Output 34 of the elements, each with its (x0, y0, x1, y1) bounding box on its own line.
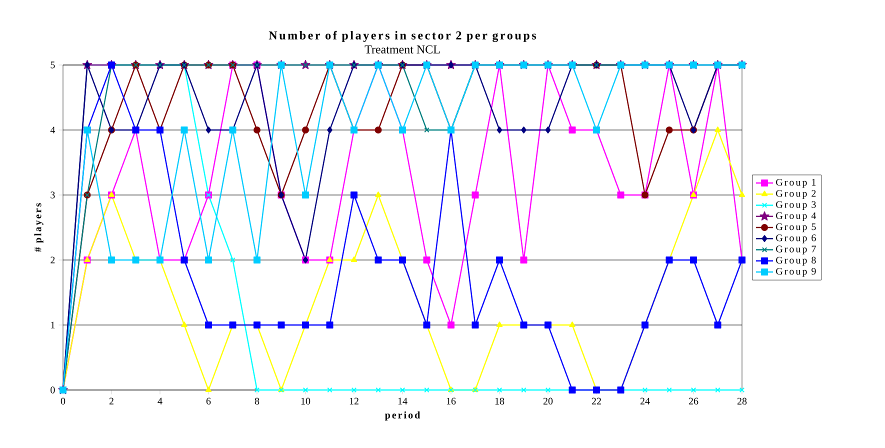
legend-label: Group 9 (776, 268, 816, 277)
legend-label: Group 6 (776, 234, 816, 244)
x-tick-label: 8 (254, 398, 260, 405)
legend-label: Group 4 (776, 212, 816, 222)
x-tick-label: 12 (350, 398, 358, 404)
x-tick-label: 0 (60, 398, 66, 405)
x-tick-label: 26 (688, 398, 698, 405)
y-tick-label: 4 (50, 126, 56, 134)
y-tick-label: 0 (50, 386, 55, 394)
x-tick-label: 22 (592, 398, 601, 404)
x-tick-label: 20 (543, 398, 553, 405)
chart-subtitle: Treatment NCL (364, 45, 440, 54)
x-tick-label: 6 (206, 398, 211, 405)
x-tick-label: 28 (737, 398, 747, 405)
y-tick-label: 3 (50, 192, 55, 198)
legend-label: Group 7 (776, 246, 816, 254)
x-tick-label: 24 (640, 398, 650, 404)
legend-label: Group 1 (776, 178, 816, 188)
legend-label: Group 8 (776, 256, 816, 266)
y-axis-title: # players (34, 203, 44, 252)
chart-title: Number of players in sector 2 per groups (268, 30, 536, 42)
x-axis-title: period (384, 411, 420, 420)
x-tick-label: 18 (495, 398, 504, 405)
legend-label: Group 2 (776, 190, 816, 199)
legend-label: Group 3 (776, 201, 816, 210)
x-tick-label: 14 (398, 398, 408, 404)
x-tick-label: 16 (446, 398, 456, 405)
y-tick-label: 5 (50, 62, 55, 68)
x-tick-label: 2 (109, 398, 114, 404)
y-tick-label: 2 (50, 256, 55, 264)
y-tick-label: 1 (51, 322, 55, 328)
legend-label: Group 5 (776, 223, 816, 232)
x-tick-label: 4 (158, 398, 162, 404)
x-tick-label: 10 (301, 398, 310, 405)
